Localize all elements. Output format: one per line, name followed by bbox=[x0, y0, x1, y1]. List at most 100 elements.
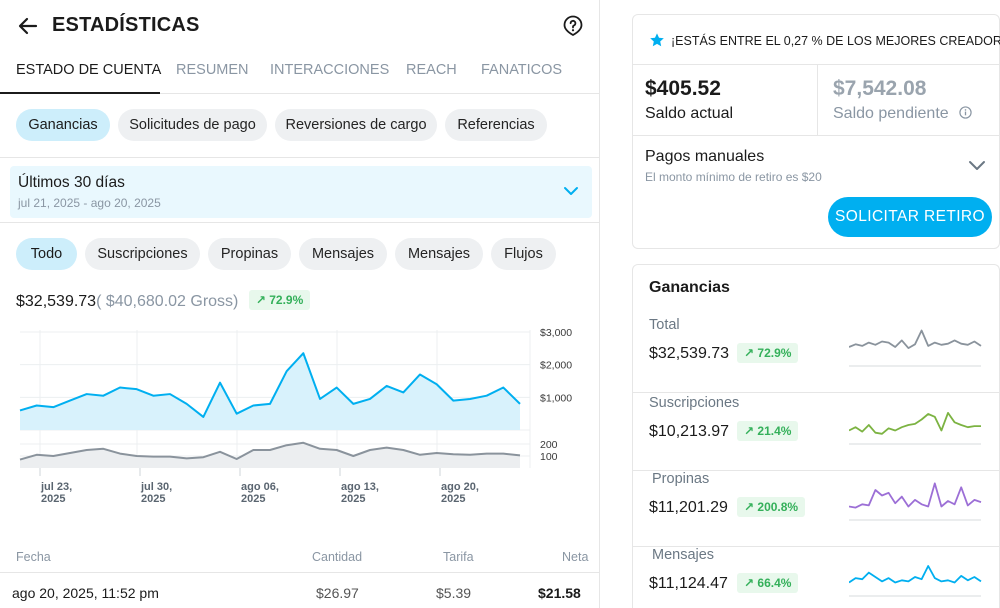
row-amount: $26.97 bbox=[316, 585, 359, 601]
chart-area-fill-secondary bbox=[20, 442, 520, 468]
gross-total: ( $40,680.02 Gross) bbox=[96, 293, 239, 311]
earnings-item-subscriptions[interactable]: Suscripciones $10,213.97 ↗ 21.4% bbox=[633, 395, 999, 471]
tab-reach[interactable]: REACH bbox=[406, 62, 457, 78]
change-badge: ↗ 21.4% bbox=[737, 421, 799, 441]
pill-flows[interactable]: Flujos bbox=[491, 238, 556, 270]
pill-messages-2[interactable]: Mensajes bbox=[395, 238, 483, 270]
earnings-item-total[interactable]: Total $32,539.73 ↗ 72.9% bbox=[633, 317, 999, 393]
earnings-item-messages[interactable]: Mensajes $11,124.47 ↗ 66.4% bbox=[633, 547, 999, 608]
x-tick-label: ago 13, bbox=[341, 481, 379, 493]
sparkline bbox=[849, 411, 981, 445]
earnings-breakdown-title: Ganancias bbox=[649, 279, 730, 296]
chart-area-fill bbox=[20, 353, 520, 430]
chart-series-line-secondary bbox=[19, 441, 521, 461]
pending-balance-label-row: Saldo pendiente bbox=[833, 105, 972, 123]
earnings-item-tips[interactable]: Propinas $11,201.29 ↗ 200.8% bbox=[633, 471, 999, 547]
y-tick-label: $3,000 bbox=[540, 327, 572, 339]
earnings-item-label: Propinas bbox=[652, 471, 710, 487]
sparkline-line bbox=[849, 411, 981, 435]
divider bbox=[633, 135, 999, 136]
earnings-item-value: $11,201.29 bbox=[649, 499, 728, 516]
sparkline bbox=[849, 565, 982, 597]
table-row[interactable]: ago 20, 2025, 11:52 pm $26.97 $5.39 $21.… bbox=[0, 572, 600, 608]
y-tick-label: 100 bbox=[540, 451, 558, 463]
table-header: Fecha Cantidad Tarifa Neta bbox=[0, 548, 600, 570]
earnings-item-label: Suscripciones bbox=[649, 395, 740, 411]
change-badge: ↗ 66.4% bbox=[737, 573, 799, 593]
current-balance: $405.52 Saldo actual bbox=[633, 65, 817, 135]
min-withdrawal-note: El monto mínimo de retiro es $20 bbox=[645, 170, 822, 184]
sparkline-line bbox=[849, 329, 982, 350]
tabs-bar: ESTADO DE CUENTA RESUMEN INTERACCIONES R… bbox=[0, 52, 600, 94]
x-tick-label: jul 30, bbox=[140, 481, 172, 493]
pending-balance-amount: $7,542.08 bbox=[833, 77, 927, 100]
pill-earnings[interactable]: Ganancias bbox=[16, 109, 110, 141]
question-icon[interactable] bbox=[561, 14, 585, 38]
pill-subscriptions[interactable]: Suscripciones bbox=[85, 238, 200, 270]
info-icon[interactable] bbox=[958, 106, 972, 119]
earnings-item-value: $10,213.97 bbox=[649, 423, 730, 440]
change-value: 72.9% bbox=[757, 346, 792, 360]
earnings-item-value: $11,124.47 bbox=[649, 575, 728, 592]
star-icon bbox=[650, 33, 664, 47]
divider bbox=[0, 222, 600, 223]
trend-up-icon: ↗ bbox=[744, 500, 755, 514]
divider bbox=[817, 65, 818, 135]
y-tick-label: 200 bbox=[540, 439, 558, 451]
row-net: $21.58 bbox=[538, 585, 581, 601]
divider bbox=[0, 157, 600, 158]
sparkline-line bbox=[849, 482, 982, 509]
x-tick-label: ago 20, bbox=[441, 481, 479, 493]
x-tick-label: 2025 bbox=[141, 493, 165, 505]
date-range-select[interactable]: Últimos 30 días jul 21, 2025 - ago 20, 2… bbox=[10, 166, 592, 218]
pill-referrals[interactable]: Referencias bbox=[445, 109, 547, 141]
manual-payouts-title: Pagos manuales bbox=[645, 148, 765, 165]
pill-chargebacks[interactable]: Reversiones de cargo bbox=[275, 109, 437, 141]
trend-up-icon: ↗ bbox=[744, 576, 755, 590]
trend-up-icon: ↗ bbox=[255, 293, 266, 307]
sparkline bbox=[849, 482, 982, 521]
tab-interactions[interactable]: INTERACCIONES bbox=[270, 62, 390, 78]
y-tick-label: $2,000 bbox=[540, 360, 572, 372]
pill-all[interactable]: Todo bbox=[16, 238, 77, 270]
date-range-dates: jul 21, 2025 - ago 20, 2025 bbox=[18, 196, 161, 210]
pending-balance-label: Saldo pendiente bbox=[833, 105, 949, 122]
row-fee: $5.39 bbox=[436, 585, 472, 601]
sparkline-line bbox=[849, 565, 982, 584]
arrow-left-icon[interactable] bbox=[16, 14, 40, 38]
request-withdrawal-button[interactable]: SOLICITAR RETIRO bbox=[828, 197, 992, 237]
creator-rank-text: ¡ESTÁS ENTRE EL 0,27 % DE LOS MEJORES CR… bbox=[671, 34, 1000, 48]
change-value: 21.4% bbox=[757, 424, 792, 438]
pill-messages[interactable]: Mensajes bbox=[299, 238, 387, 270]
trend-up-icon: ↗ bbox=[744, 346, 755, 360]
x-tick-label: jul 23, bbox=[40, 481, 72, 493]
tab-statement[interactable]: ESTADO DE CUENTA bbox=[16, 62, 162, 78]
tab-summary[interactable]: RESUMEN bbox=[176, 62, 249, 78]
date-range-title: Últimos 30 días bbox=[18, 174, 125, 191]
page-header: ESTADÍSTICAS bbox=[0, 0, 600, 52]
col-fee: Tarifa bbox=[443, 550, 474, 564]
change-badge: ↗ 72.9% bbox=[737, 343, 799, 363]
col-amount: Cantidad bbox=[312, 550, 363, 564]
current-balance-label: Saldo actual bbox=[645, 105, 734, 122]
change-value: 72.9% bbox=[269, 293, 304, 307]
pending-balance: $7,542.08 Saldo pendiente bbox=[821, 65, 999, 135]
statement-panel: ESTADÍSTICAS ESTADO DE CUENTA RESUMEN IN… bbox=[0, 0, 600, 608]
change-value: 66.4% bbox=[757, 576, 792, 590]
trend-up-icon: ↗ bbox=[744, 424, 755, 438]
active-tab-indicator bbox=[0, 92, 160, 94]
net-total: $32,539.73 bbox=[16, 293, 97, 311]
page-title: ESTADÍSTICAS bbox=[52, 14, 200, 36]
x-tick-label: ago 06, bbox=[241, 481, 279, 493]
change-value: 200.8% bbox=[757, 500, 799, 514]
chevron-down-icon bbox=[564, 187, 578, 195]
change-badge: ↗ 72.9% bbox=[248, 290, 311, 310]
chevron-down-icon[interactable] bbox=[967, 155, 987, 175]
row-date: ago 20, 2025, 11:52 pm bbox=[12, 585, 159, 601]
pill-tips[interactable]: Propinas bbox=[208, 238, 291, 270]
pill-payout-requests[interactable]: Solicitudes de pago bbox=[118, 109, 267, 141]
earnings-breakdown-card: Ganancias Total $32,539.73 ↗ 72.9% Suscr… bbox=[632, 264, 1000, 608]
earnings-totals: $32,539.73( $40,680.02 Gross) ↗ 72.9% bbox=[16, 290, 311, 312]
tab-fans[interactable]: FANATICOS bbox=[481, 62, 563, 78]
balance-card: ¡ESTÁS ENTRE EL 0,27 % DE LOS MEJORES CR… bbox=[632, 14, 1000, 249]
